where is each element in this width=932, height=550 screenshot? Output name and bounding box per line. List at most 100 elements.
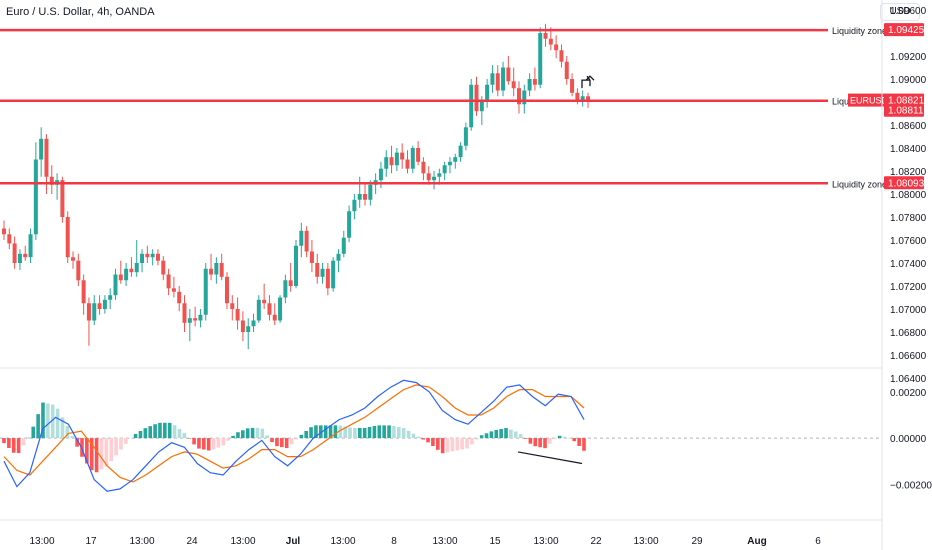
candle-body xyxy=(495,73,500,91)
candle-body xyxy=(224,276,229,304)
candle-body xyxy=(384,157,389,169)
time-tick-label: 22 xyxy=(590,536,602,547)
macd-histogram-bar xyxy=(167,422,172,439)
price-tick-label: 1.09200 xyxy=(890,52,927,63)
macd-histogram-bar xyxy=(343,426,347,439)
macd-histogram-bar xyxy=(255,427,260,439)
macd-histogram-bar xyxy=(202,438,206,450)
macd-histogram-bar xyxy=(11,438,16,453)
time-tick-label: Aug xyxy=(747,536,766,547)
candle-body xyxy=(60,180,65,217)
macd-histogram-bar xyxy=(377,425,382,439)
candle-body xyxy=(474,84,479,112)
candle-body xyxy=(33,159,38,235)
macd-histogram-bar xyxy=(323,425,328,439)
candle-body xyxy=(416,148,421,162)
candle-body xyxy=(389,157,394,166)
candle-body xyxy=(570,79,575,93)
candle-body xyxy=(118,274,123,281)
macd-histogram-bar xyxy=(2,438,6,444)
macd-histogram-bar xyxy=(236,432,240,439)
price-tick-label: 1.07800 xyxy=(890,213,927,224)
candle-body xyxy=(182,303,187,323)
macd-histogram-bar xyxy=(31,426,36,439)
macd-histogram-bar xyxy=(284,438,289,449)
candle-body xyxy=(463,127,468,146)
candle-body xyxy=(331,260,336,289)
candle-body xyxy=(363,194,368,200)
time-tick-label: 6 xyxy=(815,536,821,547)
candle-body xyxy=(246,326,251,332)
price-tick-label: 1.07000 xyxy=(890,305,927,316)
candle-body xyxy=(538,33,543,85)
macd-histogram-bar xyxy=(431,438,435,446)
macd-histogram-bar xyxy=(557,435,562,439)
candle-body xyxy=(575,92,580,100)
macd-histogram-bar xyxy=(533,438,538,447)
candle-body xyxy=(44,138,49,177)
candle-body xyxy=(124,268,129,281)
candle-body xyxy=(129,268,134,273)
candle-body xyxy=(7,234,12,244)
macd-histogram-bar xyxy=(211,438,216,450)
candle-body xyxy=(453,157,458,162)
level-price-tag xyxy=(884,176,924,190)
time-tick-label: 13:00 xyxy=(533,536,558,547)
candle-body xyxy=(262,299,267,304)
candle-body xyxy=(39,138,44,160)
candle-body xyxy=(86,303,91,321)
candle-body xyxy=(421,161,426,174)
macd-histogram-bar xyxy=(552,438,557,439)
candle-body xyxy=(76,260,81,281)
candle-body xyxy=(447,161,452,166)
time-tick-label: 17 xyxy=(85,536,97,547)
candle-body xyxy=(23,253,28,258)
candle-body xyxy=(198,314,203,321)
candle-body xyxy=(145,253,150,258)
candle-body xyxy=(554,44,559,51)
macd-histogram-bar xyxy=(280,438,284,448)
candle-body xyxy=(548,38,553,45)
macd-histogram-bar xyxy=(406,430,411,439)
candle-body xyxy=(479,102,484,112)
level-price-tag xyxy=(884,103,924,117)
price-tick-label: 1.06400 xyxy=(890,374,927,385)
price-tick-label: 1.08200 xyxy=(890,167,927,178)
candle-body xyxy=(267,303,272,315)
currency-button[interactable]: USD xyxy=(880,3,920,21)
candle-body xyxy=(527,79,532,91)
macd-histogram-bar xyxy=(328,425,333,439)
macd-histogram-bar xyxy=(206,438,211,451)
candle-body xyxy=(256,299,261,321)
candle-body xyxy=(532,79,537,85)
candle-body xyxy=(299,230,304,246)
candle-body xyxy=(400,152,405,160)
candle-body xyxy=(134,263,139,273)
candle-body xyxy=(193,318,198,321)
macd-histogram-bar xyxy=(197,438,201,449)
macd-histogram-bar xyxy=(153,424,157,439)
candle-body xyxy=(171,288,176,292)
time-tick-label: 8 xyxy=(391,536,397,547)
macd-histogram-bar xyxy=(226,438,231,441)
time-tick-label: 13:00 xyxy=(129,536,154,547)
macd-histogram-bar xyxy=(353,427,357,439)
macd-histogram-bar xyxy=(460,438,464,450)
price-tick-label: 1.07200 xyxy=(890,282,927,293)
candle-body xyxy=(187,318,192,323)
macd-histogram-bar xyxy=(192,438,196,445)
candle-body xyxy=(437,173,442,177)
macd-histogram-bar xyxy=(577,438,581,446)
macd-histogram-bar xyxy=(70,436,75,439)
macd-histogram-bar xyxy=(89,438,94,471)
candle-body xyxy=(501,67,506,91)
macd-histogram-bar xyxy=(440,438,445,454)
macd-histogram-bar xyxy=(163,422,167,439)
candle-body xyxy=(17,253,22,263)
candle-body xyxy=(140,253,145,263)
signal-line xyxy=(3,384,585,483)
macd-histogram-bar xyxy=(250,427,255,439)
candle-body xyxy=(155,253,160,261)
macd-histogram-bar xyxy=(538,438,542,448)
